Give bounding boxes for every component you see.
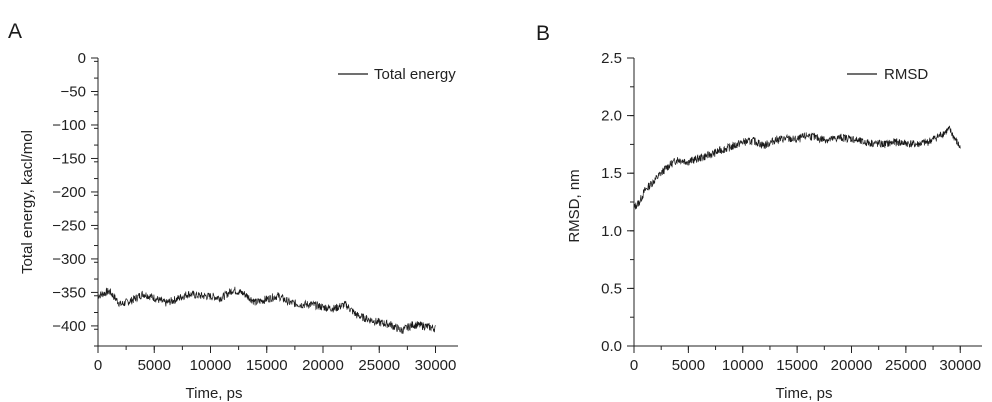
- y-axis-title-a: Total energy, kacl/mol: [19, 130, 36, 274]
- x-axis-title-b: Time, ps: [776, 385, 833, 402]
- panel-label-a: A: [8, 20, 22, 43]
- x-tick-label-b: 10000: [722, 357, 764, 374]
- x-tick-label-b: 20000: [831, 357, 873, 374]
- y-tick-label-b: 1.0: [601, 223, 622, 240]
- x-tick-label-b: 30000: [939, 357, 981, 374]
- x-tick-label-a: 15000: [246, 357, 288, 374]
- legend-label-total-energy: Total energy: [374, 66, 456, 83]
- y-tick-label-a: −300: [52, 251, 86, 268]
- y-tick-label-a: −250: [52, 217, 86, 234]
- x-tick-label-a: 20000: [302, 357, 344, 374]
- chart-panel-b: B RMSD, nm Time, ps 0 5000 10000 15000 20000…: [536, 22, 982, 402]
- legend-b: RMSD: [847, 66, 928, 83]
- y-tick-label-a: −150: [52, 150, 86, 167]
- x-tick-label-b: 25000: [885, 357, 927, 374]
- y-tick-label-a: −200: [52, 184, 86, 201]
- axes-a: 0 5000 10000 15000 20000 25000 30000 0 −50 −100 −1…: [52, 50, 458, 374]
- x-tick-label-b: 15000: [776, 357, 818, 374]
- chart-panel-a: A Total energy, kacl/mol Time, ps 0 5000 1…: [8, 20, 458, 402]
- y-tick-label-a: −350: [52, 284, 86, 301]
- y-tick-label-a: −400: [52, 318, 86, 335]
- panel-label-b: B: [536, 22, 550, 45]
- x-tick-label-b: 5000: [672, 357, 705, 374]
- series-line-total-energy: [97, 286, 436, 334]
- y-tick-label-b: 2.0: [601, 108, 622, 125]
- y-tick-label-b: 2.5: [601, 50, 622, 67]
- x-tick-label-a: 10000: [190, 357, 232, 374]
- x-axis-title-a: Time, ps: [186, 385, 243, 402]
- x-tick-label-a: 25000: [358, 357, 400, 374]
- x-tick-label-a: 30000: [415, 357, 457, 374]
- y-tick-label-b: 0.0: [601, 338, 622, 355]
- y-tick-label-b: 0.5: [601, 280, 622, 297]
- y-tick-label-a: 0: [78, 50, 86, 67]
- y-tick-label-a: −100: [52, 117, 86, 134]
- x-tick-label-b: 0: [630, 357, 638, 374]
- y-tick-label-a: −50: [61, 83, 86, 100]
- y-tick-label-b: 1.5: [601, 165, 622, 182]
- legend-label-rmsd: RMSD: [884, 66, 928, 83]
- x-tick-label-a: 0: [94, 357, 102, 374]
- y-axis-title-b: RMSD, nm: [566, 169, 583, 242]
- axes-b: 0 5000 10000 15000 20000 25000 30000 0.0 0.5 1.0 1…: [601, 50, 982, 374]
- x-tick-label-a: 5000: [138, 357, 171, 374]
- legend-a: Total energy: [338, 66, 456, 83]
- series-line-rmsd: [633, 125, 961, 210]
